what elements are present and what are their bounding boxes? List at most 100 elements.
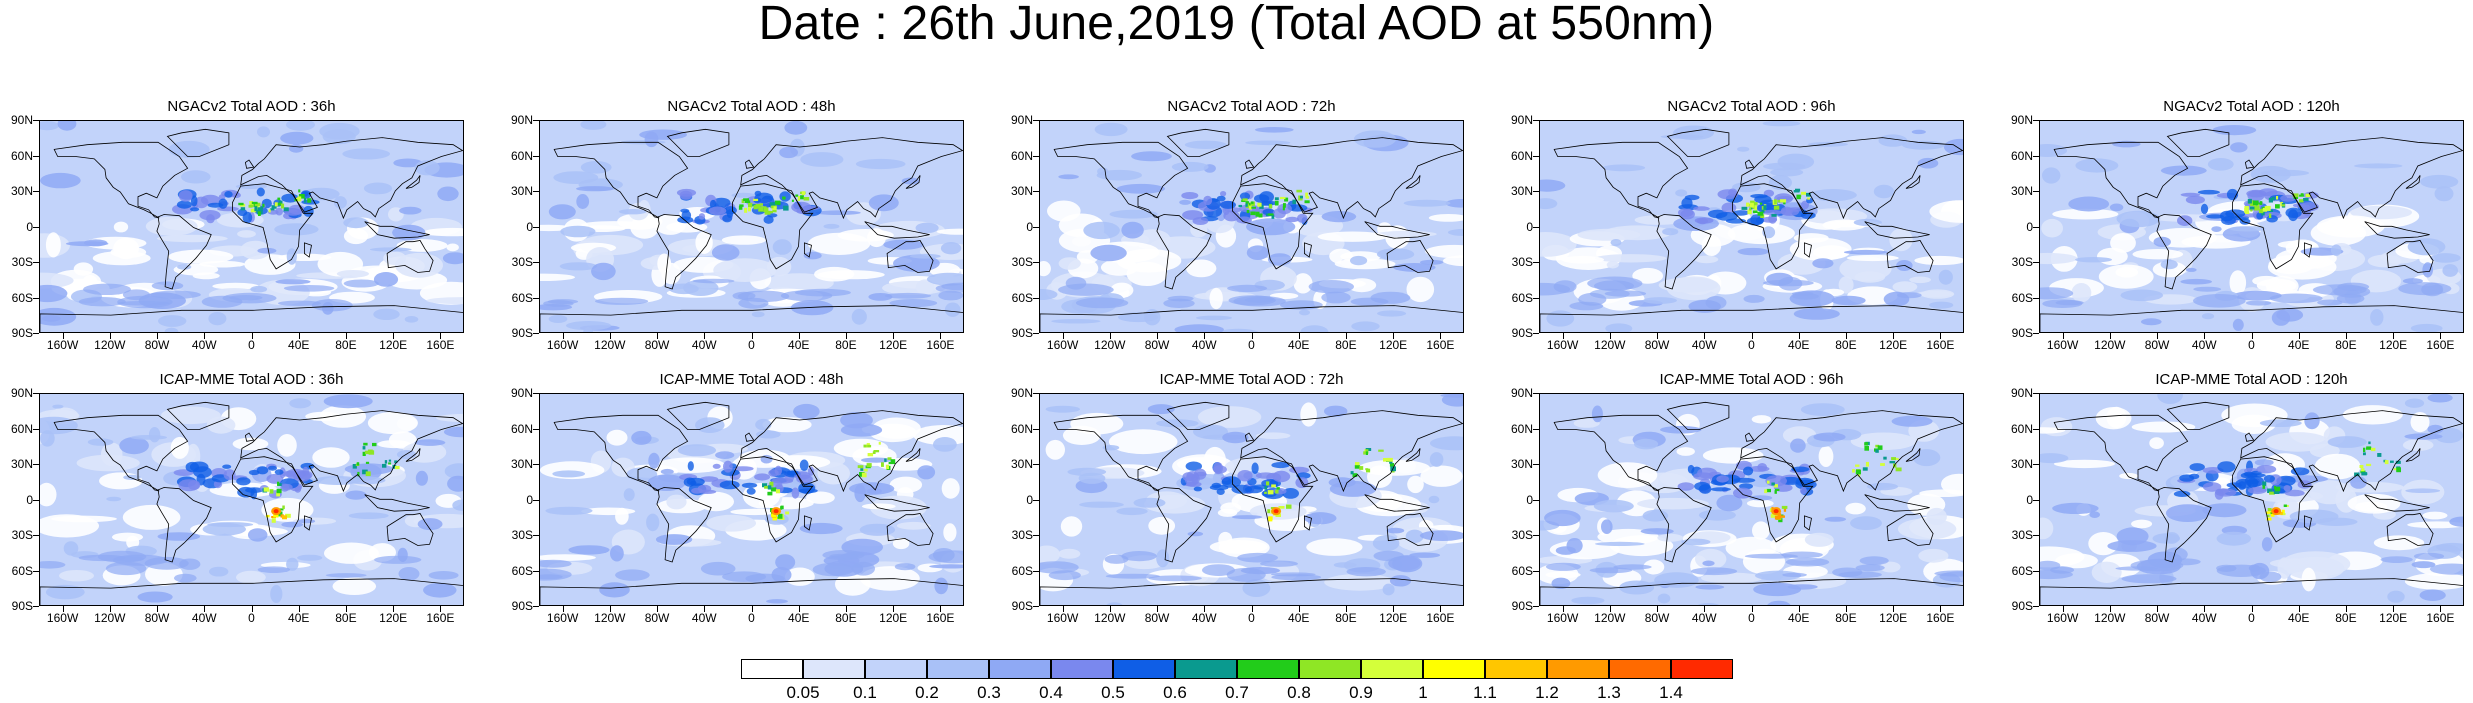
lat-label: 60N [1510, 421, 1533, 436]
lon-label: 120W [1094, 338, 1126, 352]
lon-tick [751, 606, 753, 612]
lat-tick [33, 191, 39, 192]
lon-label: 40W [1191, 338, 1217, 352]
lat-label: 60S [1011, 290, 1033, 305]
lat-tick [2033, 155, 2039, 157]
lon-tick [893, 606, 895, 612]
lat-label: 0 [26, 219, 33, 234]
map-panel: ICAP-MME Total AOD : 120h 90N 60N 30N 0 30S 60… [2011, 371, 2464, 624]
lat-label: 90N [510, 386, 533, 400]
lon-tick [940, 606, 942, 612]
lat-tick [1533, 155, 1539, 157]
map-panel: ICAP-MME Total AOD : 96h 90N 60N 30N 0 30S 60S… [1511, 371, 1964, 624]
lon-tick [1393, 333, 1395, 339]
lon-tick [1298, 606, 1300, 612]
lon-tick [440, 333, 442, 339]
map-panel: ICAP-MME Total AOD : 72h 90N 60N 30N 0 30S 60S… [1011, 371, 1464, 624]
colorbar-box [1113, 659, 1175, 679]
lat-label: 30S [11, 255, 33, 269]
lat-tick [1533, 191, 1539, 192]
lon-tick [1062, 606, 1064, 612]
lat-tick [2033, 120, 2039, 121]
lon-tick [1609, 333, 1611, 339]
lat-tick [2033, 464, 2039, 465]
lon-tick [1440, 333, 1442, 339]
lon-label: 40E [788, 611, 810, 625]
lat-label: 60N [10, 148, 33, 163]
lon-tick [1657, 606, 1659, 612]
lat-tick [33, 499, 39, 501]
map-area [1539, 393, 1964, 606]
panel-title: ICAP-MME Total AOD : 48h [659, 371, 844, 388]
lat-tick [2033, 191, 2039, 192]
lat-label: 0 [526, 219, 533, 234]
lat-label: 30S [1011, 255, 1033, 269]
lat-label: 90S [11, 326, 33, 340]
lon-label: 120E [1379, 338, 1408, 352]
lon-label: 40W [191, 611, 217, 625]
map-panel: ICAP-MME Total AOD : 48h 90N 60N 30N 0 30S 60S… [511, 371, 964, 624]
lon-tick [1940, 333, 1942, 339]
lon-tick [2204, 606, 2206, 612]
lon-label: 120E [379, 338, 408, 352]
lon-tick [345, 606, 347, 612]
map-field [1540, 394, 1963, 605]
colorbar-label: 0.1 [853, 683, 877, 702]
colorbar-label: 1.2 [1535, 683, 1559, 702]
lon-tick [1798, 606, 1800, 612]
lon-label: 160E [1926, 338, 1955, 352]
lat-label: 30N [1510, 457, 1533, 471]
lat-label: 30S [1511, 528, 1533, 542]
lat-label: 90N [2010, 113, 2033, 127]
colorbar-label: 1.4 [1659, 683, 1683, 702]
map-area [1039, 120, 1464, 333]
lon-tick [62, 333, 64, 339]
lon-label: 120E [879, 338, 908, 352]
lat-label: 60N [2010, 148, 2033, 163]
lat-tick [533, 570, 539, 572]
lat-label: 30N [10, 457, 33, 471]
lat-label: 60N [510, 148, 533, 163]
colorbar-box [1175, 659, 1237, 679]
lon-label: 80E [335, 338, 357, 352]
lon-label: 80E [1835, 338, 1857, 352]
lon-tick [1845, 606, 1847, 612]
lon-label: 160W [1546, 611, 1579, 625]
lat-tick [1533, 333, 1539, 334]
map-field [540, 394, 963, 605]
lat-tick [2033, 333, 2039, 334]
lat-tick [1033, 297, 1039, 299]
colorbar-label: 0.2 [915, 683, 939, 702]
map-area [1539, 120, 1964, 333]
lat-label: 30S [1011, 528, 1033, 542]
lat-label: 60N [10, 421, 33, 436]
lat-tick [2033, 570, 2039, 572]
lat-label: 30S [511, 528, 533, 542]
lat-label: 90S [1011, 326, 1033, 340]
lat-tick [2033, 226, 2039, 228]
panel-title: ICAP-MME Total AOD : 36h [159, 371, 344, 388]
lat-label: 60N [510, 421, 533, 436]
colorbar-box [1051, 659, 1113, 679]
lat-label: 90N [1510, 386, 1533, 400]
lat-tick [1033, 428, 1039, 430]
lon-label: 160W [1546, 338, 1579, 352]
lon-label: 0 [2248, 338, 2255, 352]
lon-label: 80E [2335, 338, 2357, 352]
lat-label: 60S [1511, 290, 1533, 305]
lon-label: 120W [2094, 338, 2126, 352]
lon-tick [157, 606, 159, 612]
lon-tick [2393, 606, 2395, 612]
lon-tick [2251, 333, 2253, 339]
colorbar-box [1671, 659, 1733, 679]
lon-label: 40W [1191, 611, 1217, 625]
lon-tick [609, 606, 611, 612]
lon-label: 40W [691, 611, 717, 625]
lon-tick [440, 606, 442, 612]
lon-label: 120W [2094, 611, 2126, 625]
lat-label: 30N [1510, 184, 1533, 198]
lat-label: 30S [511, 255, 533, 269]
lon-tick [2440, 333, 2442, 339]
lat-label: 60N [1010, 421, 1033, 436]
lat-tick [2033, 393, 2039, 394]
